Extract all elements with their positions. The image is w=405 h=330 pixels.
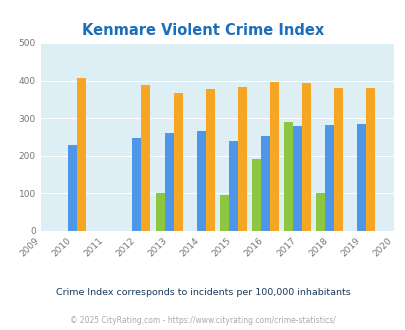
Bar bbox=[164, 133, 173, 231]
Bar bbox=[228, 141, 237, 231]
Text: © 2025 CityRating.com - https://www.cityrating.com/crime-statistics/: © 2025 CityRating.com - https://www.city… bbox=[70, 315, 335, 325]
Bar bbox=[356, 124, 365, 231]
Bar bbox=[269, 82, 278, 231]
Bar bbox=[365, 88, 374, 231]
Bar bbox=[292, 126, 301, 231]
Bar bbox=[155, 193, 164, 231]
Bar bbox=[196, 131, 205, 231]
Bar bbox=[324, 125, 333, 231]
Text: Kenmare Violent Crime Index: Kenmare Violent Crime Index bbox=[82, 23, 323, 38]
Text: Crime Index corresponds to incidents per 100,000 inhabitants: Crime Index corresponds to incidents per… bbox=[55, 287, 350, 297]
Bar bbox=[237, 87, 246, 231]
Bar bbox=[251, 159, 260, 231]
Bar bbox=[132, 138, 141, 231]
Bar bbox=[315, 193, 324, 231]
Bar bbox=[301, 83, 310, 231]
Bar bbox=[77, 78, 86, 231]
Bar bbox=[333, 88, 342, 231]
Bar bbox=[141, 85, 150, 231]
Bar bbox=[68, 145, 77, 231]
Bar bbox=[173, 93, 182, 231]
Bar bbox=[260, 136, 269, 231]
Bar bbox=[284, 122, 292, 231]
Bar bbox=[219, 194, 228, 231]
Bar bbox=[205, 89, 214, 231]
